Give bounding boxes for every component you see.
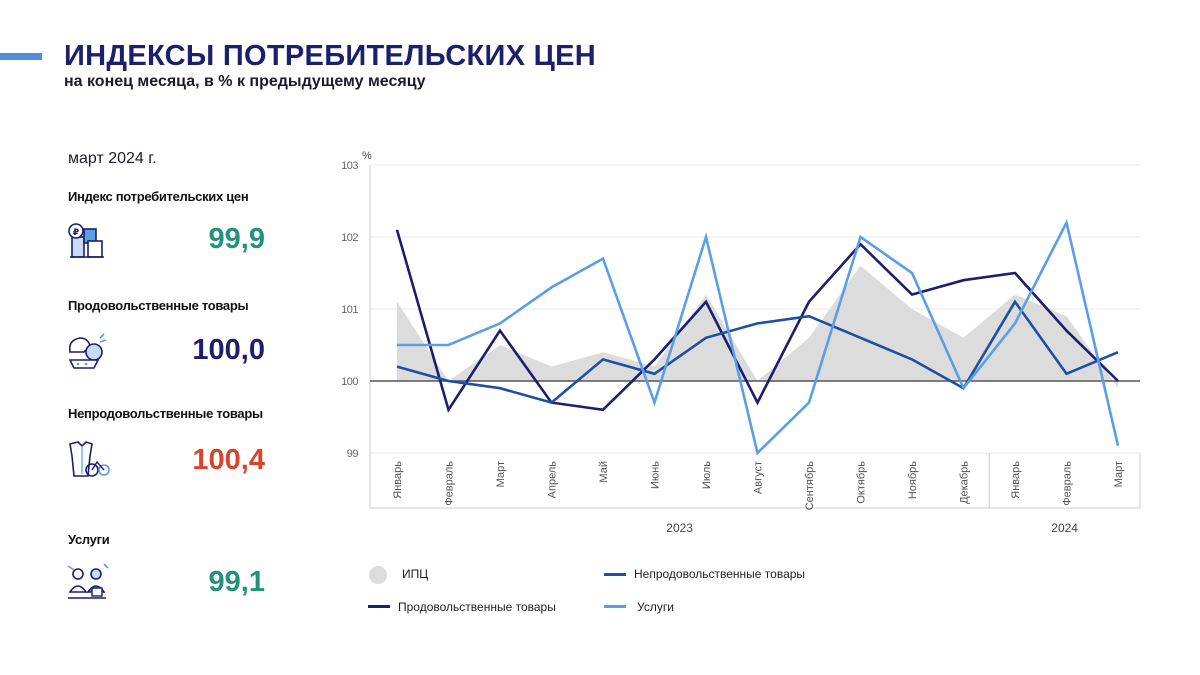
services-icon bbox=[64, 560, 110, 602]
clothes-bicycle-icon bbox=[64, 438, 110, 480]
y-tick-label: 100 bbox=[341, 376, 358, 388]
food-label: Продовольственные товары bbox=[68, 298, 249, 313]
x-category-label: Октябрь bbox=[856, 461, 868, 504]
x-category-label: Сентябрь bbox=[804, 461, 816, 511]
x-category-label: Декабрь bbox=[959, 461, 971, 504]
x-category-label: Июнь bbox=[650, 461, 662, 489]
legend-cpi-swatch bbox=[369, 566, 387, 584]
y-tick-label: 99 bbox=[347, 448, 359, 460]
x-category-label: Февраль bbox=[1062, 461, 1074, 506]
food-icon bbox=[64, 330, 110, 372]
cpi-line-chart: 99 100 101 102 103% Январь Февраль Март Апрель Ма… bbox=[341, 150, 1141, 535]
nonfood-series-line bbox=[396, 299, 1119, 405]
y-tick-label: 102 bbox=[341, 232, 358, 244]
y-tick-label: 103 bbox=[341, 160, 358, 172]
food-series-line bbox=[395, 229, 1119, 413]
legend-cpi-label: ИПЦ bbox=[402, 567, 429, 581]
year-group-label: 2024 bbox=[1051, 521, 1078, 535]
page-title: ИНДЕКСЫ ПОТРЕБИТЕЛЬСКИХ ЦЕН bbox=[64, 40, 596, 72]
x-category-label: Ноябрь bbox=[907, 461, 919, 499]
services-value: 99,1 bbox=[208, 566, 265, 598]
period-label: март 2024 г. bbox=[68, 150, 157, 167]
nonfood-value: 100,4 bbox=[192, 444, 265, 476]
year-group-label: 2023 bbox=[666, 521, 693, 535]
svg-text:₽: ₽ bbox=[73, 228, 79, 238]
legend-food-label: Продовольственные товары bbox=[398, 600, 556, 614]
nonfood-label: Непродовольственные товары bbox=[68, 406, 263, 421]
x-category-label: Январь bbox=[392, 461, 404, 499]
x-category-label: Март bbox=[495, 461, 507, 487]
title-accent-bar bbox=[0, 53, 42, 60]
services-label: Услуги bbox=[68, 532, 110, 547]
legend-nonfood-swatch bbox=[604, 573, 626, 576]
cpi-basket-icon: ₽ bbox=[64, 219, 110, 261]
x-category-label: Август bbox=[753, 461, 765, 494]
food-value: 100,0 bbox=[192, 334, 265, 366]
cpi-value: 99,9 bbox=[208, 223, 265, 255]
x-category-label: Январь bbox=[1010, 461, 1022, 499]
x-category-label: Апрель bbox=[547, 461, 559, 499]
legend-food-swatch bbox=[368, 605, 390, 608]
x-category-label: Май bbox=[598, 461, 610, 483]
services-series-line bbox=[397, 218, 1120, 456]
legend-nonfood-label: Непродовольственные товары bbox=[634, 567, 806, 581]
x-category-label: Март bbox=[1113, 461, 1125, 487]
x-category-label: Июль bbox=[701, 461, 713, 489]
y-tick-label: 101 bbox=[341, 304, 358, 316]
cpi-label: Индекс потребительских цен bbox=[68, 189, 249, 204]
y-axis-unit-label: % bbox=[362, 150, 372, 162]
x-category-label: Февраль bbox=[444, 461, 456, 506]
legend-services-label: Услуги bbox=[637, 600, 674, 614]
page-subtitle: на конец месяца, в % к предыдущему месяц… bbox=[64, 73, 426, 90]
cpi-area bbox=[397, 265, 1118, 389]
legend-services-swatch bbox=[604, 605, 626, 608]
